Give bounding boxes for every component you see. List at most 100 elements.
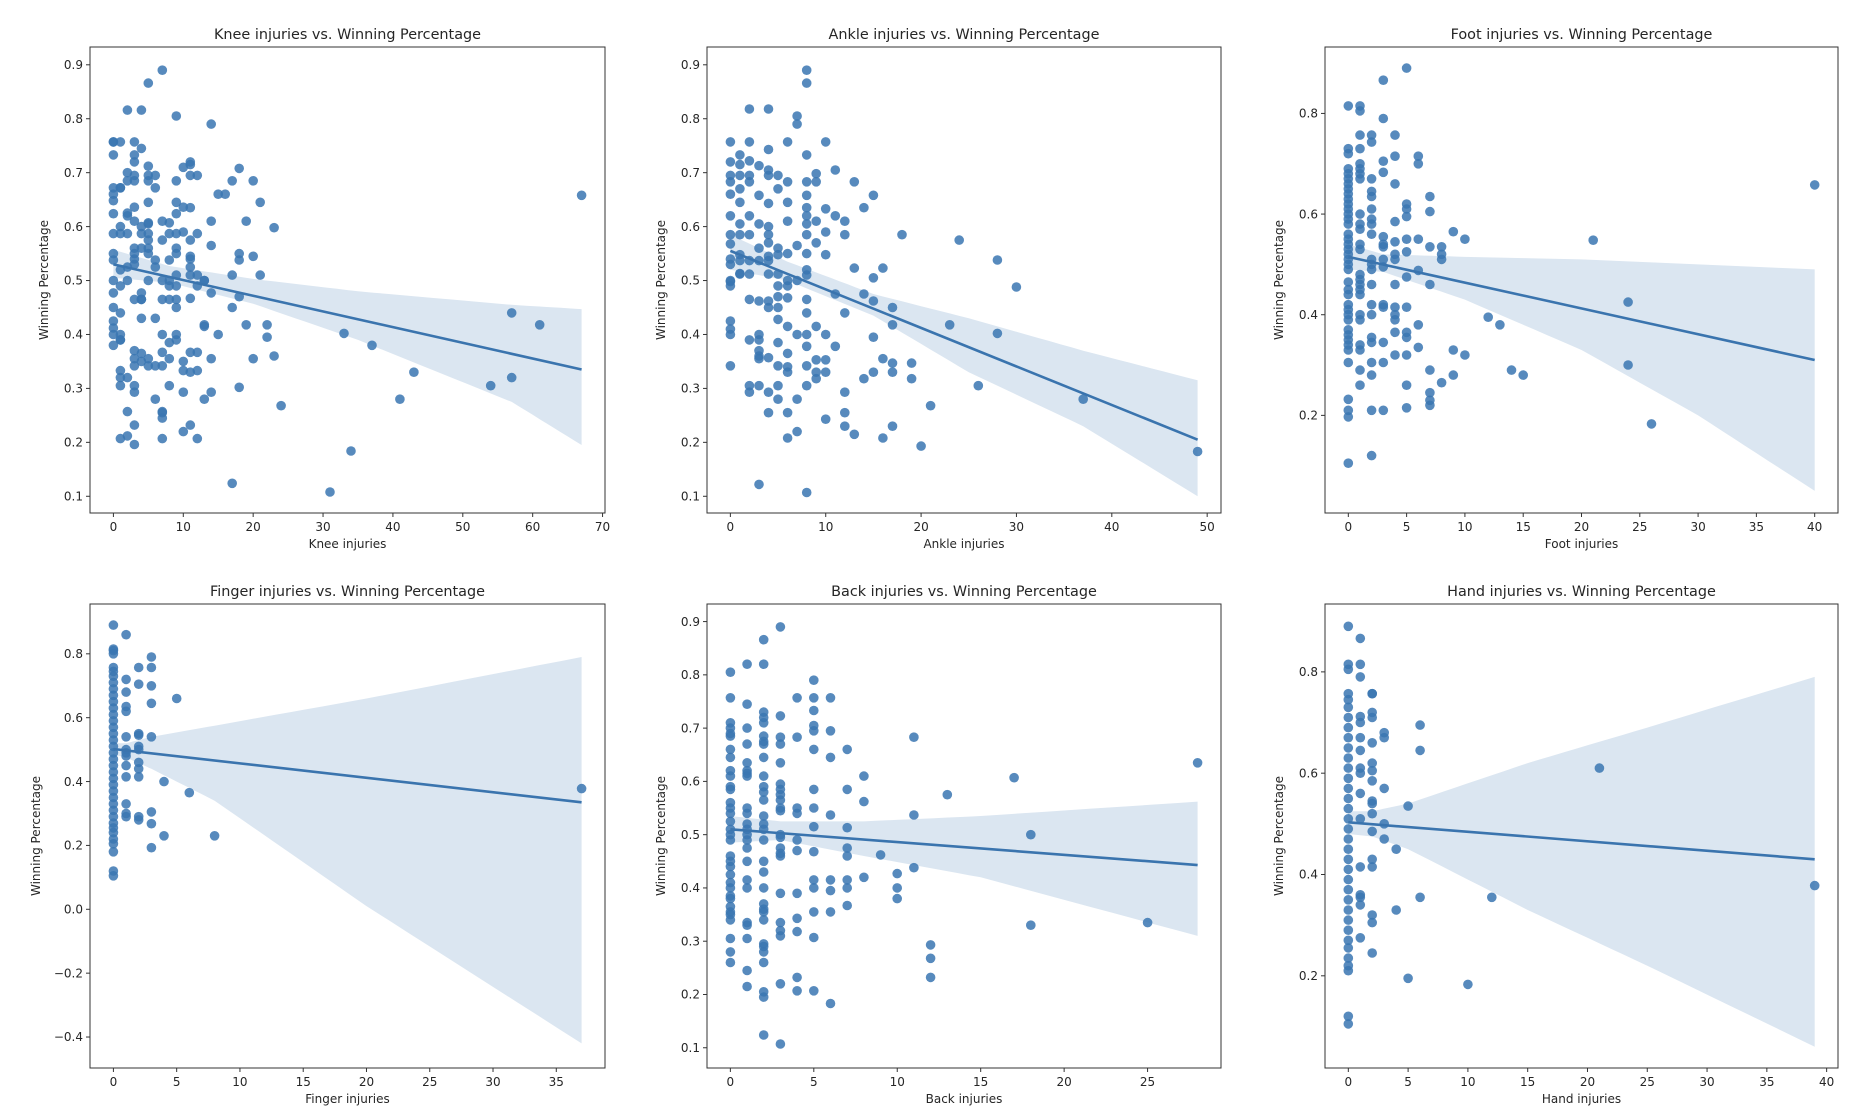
scatter-point bbox=[122, 275, 133, 286]
scatter-point bbox=[178, 387, 189, 398]
scatter-point bbox=[122, 431, 133, 441]
x-tick-label: 20 bbox=[246, 520, 261, 534]
scatter-point bbox=[1343, 277, 1354, 287]
scatter-point bbox=[1366, 264, 1377, 275]
y-tick-label: 0.4 bbox=[64, 775, 83, 789]
scatter-point bbox=[150, 262, 161, 272]
scatter-point bbox=[820, 355, 831, 365]
scatter-point bbox=[1646, 419, 1657, 429]
scatter-point bbox=[775, 758, 786, 768]
x-tick-label: 35 bbox=[1749, 520, 1764, 534]
scatter-point bbox=[878, 433, 888, 443]
y-tick-label: 0.4 bbox=[681, 881, 700, 895]
scatter-point bbox=[1343, 722, 1354, 733]
scatter-point bbox=[1343, 405, 1354, 416]
scatter-point bbox=[811, 216, 821, 226]
scatter-point bbox=[108, 839, 119, 849]
scatter-point bbox=[146, 807, 157, 817]
y-tick-label: 0.2 bbox=[1299, 409, 1318, 423]
scatter-point bbox=[792, 835, 802, 845]
scatter-point bbox=[1401, 332, 1412, 343]
scatter-point bbox=[859, 202, 869, 213]
scatter-point bbox=[763, 221, 774, 232]
scatter-point bbox=[1367, 910, 1377, 920]
scatter-point bbox=[115, 281, 126, 291]
scatter-point bbox=[164, 255, 175, 265]
scatter-point bbox=[185, 420, 196, 430]
scatter-point bbox=[859, 373, 869, 384]
scatter-point bbox=[185, 270, 196, 280]
regression-line bbox=[1348, 821, 1815, 861]
scatter-point bbox=[820, 137, 831, 147]
scatter-point bbox=[763, 387, 774, 398]
scatter-point bbox=[1355, 814, 1366, 824]
scatter-point bbox=[178, 426, 189, 437]
x-tick-label: 40 bbox=[1104, 520, 1119, 534]
scatter-point bbox=[792, 845, 802, 856]
scatter-point bbox=[809, 693, 819, 703]
scatter-point bbox=[782, 367, 793, 378]
scatter-point bbox=[754, 219, 764, 229]
scatter-point bbox=[121, 760, 131, 771]
scatter-point bbox=[1343, 712, 1354, 723]
scatter-point bbox=[754, 243, 764, 253]
scatter-point bbox=[1343, 834, 1354, 844]
scatter-point bbox=[1026, 829, 1036, 840]
scatter-point bbox=[725, 744, 736, 755]
scatter-point bbox=[164, 353, 175, 364]
scatter-point bbox=[1343, 844, 1354, 854]
scatter-point bbox=[1366, 229, 1377, 239]
scatter-point bbox=[121, 629, 131, 640]
scatter-point bbox=[1343, 1019, 1354, 1029]
x-axis-label: Finger injuries bbox=[305, 1092, 390, 1106]
scatter-point bbox=[1367, 758, 1377, 768]
scatter-point bbox=[820, 414, 831, 425]
scatter-point bbox=[875, 850, 886, 860]
scatter-point bbox=[150, 361, 161, 371]
scatter-point bbox=[725, 667, 736, 677]
scatter-point bbox=[1403, 801, 1413, 811]
scatter-point bbox=[143, 161, 154, 171]
chart-panel-5: 0 5 10 15 20 25 0.1 0.2 0.3 0.4 0.5 0.6 0.7 0.8 0.9 Bac… bbox=[654, 584, 1222, 1106]
scatter-point bbox=[150, 170, 161, 181]
scatter-point bbox=[121, 687, 131, 697]
scatter-point bbox=[199, 394, 210, 405]
scatter-point bbox=[171, 693, 182, 704]
scatter-point bbox=[809, 803, 819, 813]
scatter-point bbox=[1343, 219, 1354, 229]
y-tick-label: 0.4 bbox=[1299, 868, 1318, 882]
scatter-point bbox=[1366, 130, 1377, 140]
scatter-point bbox=[1355, 174, 1365, 184]
scatter-point bbox=[157, 294, 168, 305]
scatter-point bbox=[735, 150, 745, 160]
scatter-point bbox=[1355, 365, 1365, 375]
scatter-point bbox=[1448, 226, 1459, 237]
scatter-point bbox=[792, 972, 802, 983]
scatter-point bbox=[171, 176, 182, 186]
scatter-point bbox=[763, 198, 774, 209]
scatter-point bbox=[1401, 204, 1412, 214]
scatter-point bbox=[742, 965, 752, 976]
scatter-point bbox=[849, 177, 860, 187]
scatter-point bbox=[1366, 450, 1377, 461]
y-tick-label: −0.2 bbox=[54, 966, 83, 980]
scatter-point bbox=[742, 883, 752, 893]
scatter-point bbox=[206, 387, 216, 398]
scatter-point bbox=[121, 772, 131, 782]
scatter-point bbox=[129, 202, 140, 212]
scatter-point bbox=[859, 289, 869, 299]
scatter-point bbox=[744, 269, 755, 279]
scatter-point bbox=[1367, 862, 1377, 872]
scatter-point bbox=[506, 308, 517, 318]
scatter-point bbox=[108, 649, 119, 659]
scatter-point bbox=[830, 341, 841, 352]
confidence-band bbox=[730, 801, 1198, 936]
chart-title: Finger injuries vs. Winning Percentage bbox=[210, 584, 485, 600]
scatter-point bbox=[1809, 880, 1820, 891]
scatter-point bbox=[742, 771, 752, 781]
scatter-point bbox=[1366, 219, 1377, 229]
scatter-point bbox=[192, 170, 203, 181]
scatter-point bbox=[122, 372, 133, 383]
scatter-point bbox=[763, 229, 774, 240]
